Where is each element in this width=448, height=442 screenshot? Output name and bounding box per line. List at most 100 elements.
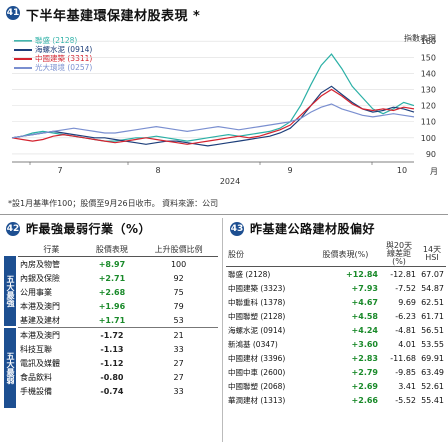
- industry-table: 行業 股價表現 上升股價比例 內房及物管 +8.97 100 內銀及保險 +2.71 92…: [18, 242, 218, 398]
- stock-hsi14: 56.51: [421, 325, 444, 335]
- stock-change: +3.60: [351, 339, 378, 349]
- industry-rise-ratio: 21: [173, 330, 184, 340]
- section-number-badge: 41: [6, 6, 20, 20]
- stock-name: 華潤建材 (1313): [228, 395, 286, 405]
- industry-rise-ratio: 33: [173, 344, 184, 354]
- stock-change: +4.58: [351, 311, 378, 321]
- industry-rise-ratio: 33: [173, 386, 184, 396]
- stock-hsi14: 62.51: [421, 297, 444, 307]
- weak-group-label: 五大最弱: [4, 328, 16, 408]
- column-header: 股價表現: [95, 244, 128, 254]
- stock-name: 中國聯塑 (2128): [228, 311, 286, 321]
- stock-ma20-gap: 3.41: [398, 381, 416, 391]
- stock-name: 新鴻基 (0347): [228, 339, 278, 349]
- industry-rise-ratio: 27: [173, 372, 184, 382]
- y-tick-label: 160: [421, 37, 436, 46]
- stock-ma20-gap: 4.01: [398, 339, 416, 349]
- stock-hsi14: 55.41: [421, 395, 444, 405]
- stock-ma20-gap: -6.23: [395, 311, 416, 321]
- stock-name: 聯盛 (2128): [228, 269, 271, 279]
- line-chart: 指數表現 月 2024 90 100 110 120 130 140 150 160 7 8 9 1…: [11, 33, 438, 186]
- legend-swatch: [14, 57, 32, 60]
- industry-change: -0.74: [100, 386, 124, 396]
- table-row: 中國中車 (2600) +2.79 -9.85 63.49: [226, 365, 446, 379]
- table-row: 中國聯塑 (2068) +2.69 3.41 52.61: [226, 379, 446, 393]
- legend-item: 聯盛 (2128): [14, 36, 92, 45]
- legend-label: 海螺水泥 (0914): [35, 45, 93, 54]
- stock-name: 中聯重科 (1378): [228, 297, 286, 307]
- industry-change: -1.13: [100, 344, 124, 354]
- table-row: 基建及建材 +1.71 53: [18, 313, 218, 328]
- industry-name: 本港及澳門: [20, 330, 60, 340]
- industry-rise-ratio: 100: [170, 259, 187, 269]
- stock-hsi14: 53.55: [421, 339, 444, 349]
- column-header: 上升股價比例: [154, 244, 203, 254]
- industry-rise-ratio: 27: [173, 358, 184, 368]
- stock-ma20-gap: -11.68: [390, 353, 416, 363]
- x-tick-label: 10: [397, 166, 407, 175]
- year-label: 2024: [220, 177, 240, 186]
- column-header: 14天 HSI: [422, 245, 442, 262]
- x-tick-label: 7: [57, 166, 62, 175]
- stock-hsi14: 69.91: [421, 353, 444, 363]
- stock-change: +12.84: [345, 269, 378, 279]
- column-header: 與20天線差距(%): [385, 241, 413, 266]
- section-divider: [0, 214, 448, 215]
- stock-name: 海螺水泥 (0914): [228, 325, 286, 335]
- table-row: 食品飲料 -0.80 27: [18, 370, 218, 384]
- stock-change: +2.66: [351, 395, 378, 405]
- industry-name: 公用事業: [20, 287, 52, 297]
- table-row: 中聯重科 (1378) +4.67 9.69 62.51: [226, 295, 446, 309]
- industry-rise-ratio: 53: [173, 315, 184, 325]
- industry-name: 科技互聯: [20, 344, 52, 354]
- table-row: 新鴻基 (0347) +3.60 4.01 53.55: [226, 337, 446, 351]
- stock-change: +4.67: [351, 297, 378, 307]
- stock-ma20-gap: -4.81: [395, 325, 416, 335]
- stock-hsi14: 67.07: [421, 269, 444, 279]
- stock-change: +7.93: [351, 283, 378, 293]
- y-tick-label: 130: [421, 86, 436, 95]
- stock-hsi14: 54.87: [421, 283, 444, 293]
- y-tick-label: 150: [421, 53, 436, 62]
- table-row: 本港及澳門 -1.72 21: [18, 328, 218, 343]
- series-line-3: [11, 103, 415, 139]
- stock-hsi14: 52.61: [421, 381, 444, 391]
- table-row: 本港及澳門 +1.96 79: [18, 299, 218, 313]
- industry-rise-ratio: 75: [173, 287, 184, 297]
- table-row: 手機設備 -0.74 33: [18, 384, 218, 398]
- series-line-2: [11, 88, 415, 145]
- table-row: 公用事業 +2.68 75: [18, 285, 218, 299]
- stock-change: +2.69: [351, 381, 378, 391]
- stock-change: +4.24: [351, 325, 378, 335]
- industry-name: 電訊及媒體: [20, 358, 60, 368]
- y-tick-label: 100: [421, 134, 436, 143]
- table-row: 聯盛 (2128) +12.84 -12.81 67.07: [226, 267, 446, 282]
- y-tick-label: 90: [426, 150, 436, 159]
- stock-table-title: 昨基建公路建材股偏好: [250, 222, 376, 236]
- stock-name: 中國建材 (3396): [228, 353, 286, 363]
- x-tick-label: 9: [287, 166, 292, 175]
- industry-change: -0.80: [100, 372, 124, 382]
- x-unit-label: 月: [430, 167, 438, 176]
- table-row: 中國聯塑 (2128) +4.58 -6.23 61.71: [226, 309, 446, 323]
- legend-item: 海螺水泥 (0914): [14, 45, 92, 54]
- industry-name: 本港及澳門: [20, 301, 60, 311]
- y-tick-label: 140: [421, 69, 436, 78]
- table-row: 海螺水泥 (0914) +4.24 -4.81 56.51: [226, 323, 446, 337]
- table-row: 科技互聯 -1.13 33: [18, 342, 218, 356]
- stock-ma20-gap: -7.52: [395, 283, 416, 293]
- section-number-badge: 43: [230, 222, 244, 236]
- stock-table: 股份 股價表現(%) 與20天線差距(%) 14天 HSI 聯盛 (2128) +…: [226, 242, 446, 407]
- column-divider: [222, 218, 223, 442]
- column-header: 股價表現(%): [322, 249, 369, 259]
- table-row: 中國建築 (3323) +7.93 -7.52 54.87: [226, 281, 446, 295]
- legend-swatch: [14, 66, 32, 69]
- x-tick-label: 8: [155, 166, 160, 175]
- y-tick-label: 120: [421, 102, 436, 111]
- section-number-badge: 42: [6, 222, 20, 236]
- industry-table-title: 昨最強最弱行業（%）: [26, 222, 152, 236]
- table-row: 內房及物管 +8.97 100: [18, 257, 218, 272]
- strong-group-label: 五大最強: [4, 256, 16, 326]
- stock-name: 中國中車 (2600): [228, 367, 286, 377]
- stock-ma20-gap: -12.81: [390, 269, 416, 279]
